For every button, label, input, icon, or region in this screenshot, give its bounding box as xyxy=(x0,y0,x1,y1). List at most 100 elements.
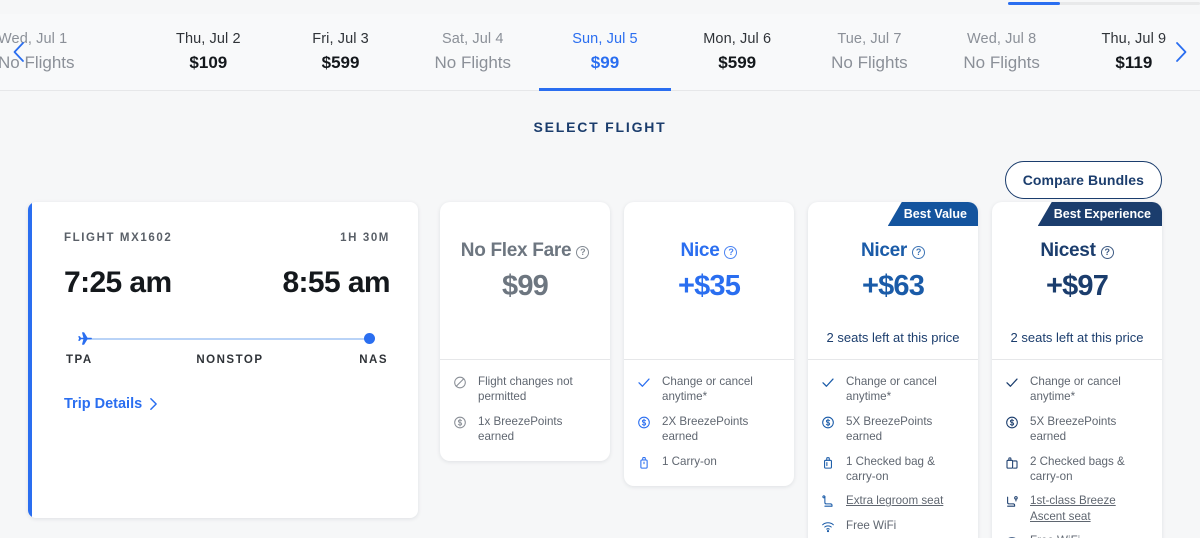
next-dates-button[interactable] xyxy=(1168,39,1194,65)
dollar-circle-icon xyxy=(636,415,653,430)
fare-feature: 5X BreezePoints earned xyxy=(1004,414,1150,445)
check-icon xyxy=(822,378,834,387)
date-option-0: Wed, Jul 1 No Flights xyxy=(0,14,142,90)
fare-feature: 1 Carry-on xyxy=(636,454,782,470)
fare-card-no-flex-fare[interactable]: No Flex Fare? $99 Flight changes not permi… xyxy=(440,202,610,461)
fare-feature-label: 2 Checked bags & carry-on xyxy=(1030,454,1125,484)
route-line xyxy=(86,338,368,340)
check-icon xyxy=(1004,375,1021,390)
fare-name-label: Nice xyxy=(680,240,720,261)
fare-feature-list: Change or cancel anytime* 5X BreezePoints… xyxy=(992,360,1162,538)
date-price: $99 xyxy=(590,53,620,72)
date-price: No Flights xyxy=(434,53,512,72)
fare-feature: 2 Checked bags & carry-on xyxy=(1004,454,1150,485)
fare-divider xyxy=(624,359,794,360)
fare-feature: 1 Checked bag & carry-on xyxy=(820,454,966,485)
info-icon[interactable]: ? xyxy=(912,245,926,259)
stops-label: NONSTOP xyxy=(196,354,264,366)
date-selector: Wed, Jul 1 No Flights Thu, Jul 2 $109 Fri, J… xyxy=(0,14,1200,91)
dollar-circle-icon xyxy=(638,416,650,429)
fare-divider xyxy=(440,359,610,360)
origin-code: TPA xyxy=(66,354,93,366)
wifi-icon xyxy=(822,522,834,533)
fare-feature-label: Change or cancel anytime* xyxy=(846,375,937,404)
date-label: Thu, Jul 2 xyxy=(175,31,241,47)
info-icon[interactable]: ? xyxy=(724,245,738,259)
trip-details-label: Trip Details xyxy=(64,396,143,412)
date-price: No Flights xyxy=(831,53,908,72)
date-option-2[interactable]: Fri, Jul 3 $599 xyxy=(274,14,406,90)
dollar-circle-icon xyxy=(822,416,834,429)
dollar-circle-icon xyxy=(452,415,469,430)
date-option-5[interactable]: Mon, Jul 6 $599 xyxy=(671,14,803,90)
date-price: $109 xyxy=(189,53,228,72)
date-price: No Flights xyxy=(0,53,75,72)
fare-feature-label: 1x BreezePoints earned xyxy=(478,414,563,444)
flight-card[interactable]: FLIGHT MX1602 1H 30M 7:25 am 8:55 am TPA… xyxy=(28,202,418,518)
fare-feature: 2X BreezePoints earned xyxy=(636,414,782,445)
dollar-circle-icon xyxy=(454,416,466,429)
fare-feature[interactable]: Extra legroom seat xyxy=(820,493,966,509)
previous-dates-button[interactable] xyxy=(6,39,32,65)
checked-bag-icon xyxy=(824,456,832,469)
seats-left-label: 2 seats left at this price xyxy=(826,330,960,345)
check-icon xyxy=(1006,378,1018,387)
fare-name-label: No Flex Fare xyxy=(460,240,572,261)
fare-divider xyxy=(808,359,978,360)
fare-feature-label: 5X BreezePoints earned xyxy=(1030,414,1117,444)
date-option-8[interactable]: Thu, Jul 9 $119 xyxy=(1068,14,1200,90)
fare-feature-label: 5X BreezePoints earned xyxy=(846,414,933,444)
fare-feature-label[interactable]: Extra legroom seat xyxy=(846,494,944,508)
carry-on-bag-icon xyxy=(640,456,648,469)
date-label: Sat, Jul 4 xyxy=(442,31,504,47)
airplane-icon xyxy=(77,330,94,352)
fare-price: +$97 xyxy=(1045,270,1109,302)
date-option-7: Wed, Jul 8 No Flights xyxy=(936,14,1068,90)
legroom-seat-icon xyxy=(820,494,837,509)
fare-feature-label: Free WiFi xyxy=(846,519,897,533)
compare-bundles-button[interactable]: Compare Bundles xyxy=(1004,161,1162,199)
date-price: $599 xyxy=(321,53,360,72)
fare-feature-label: Change or cancel anytime* xyxy=(662,375,753,404)
fare-feature: Change or cancel anytime* xyxy=(1004,374,1150,405)
chevron-left-icon xyxy=(13,42,24,62)
fare-feature-label: 2X BreezePoints earned xyxy=(662,414,749,444)
info-icon[interactable]: ? xyxy=(576,245,590,259)
fare-feature-label[interactable]: 1st-class Breeze Ascent seat xyxy=(1030,494,1116,523)
trip-details-link[interactable]: Trip Details xyxy=(64,396,158,412)
fare-feature: Free WiFi xyxy=(820,518,966,534)
check-icon xyxy=(820,375,837,390)
flight-number: FLIGHT MX1602 xyxy=(64,232,173,244)
no-entry-icon xyxy=(454,376,466,389)
date-option-4[interactable]: Sun, Jul 5 $99 xyxy=(538,14,672,91)
wifi-icon xyxy=(1009,537,1015,538)
fare-feature-label: Change or cancel anytime* xyxy=(1030,375,1121,404)
date-label: Sun, Jul 5 xyxy=(572,31,638,47)
legroom-seat-icon xyxy=(822,495,833,508)
fare-card-nice[interactable]: Nice? +$35 Change or cancel anytime* 2X Bre… xyxy=(624,202,794,486)
date-option-3: Sat, Jul 4 No Flights xyxy=(407,14,539,90)
date-label: Mon, Jul 6 xyxy=(703,31,772,47)
date-option-1[interactable]: Thu, Jul 2 $109 xyxy=(142,14,274,90)
booking-progress-fill xyxy=(1008,2,1060,5)
fare-card-nicest[interactable]: Best Experience Nicest? +$97 2 seats left a… xyxy=(992,202,1162,538)
info-icon[interactable]: ? xyxy=(1100,245,1114,259)
fare-feature: Change or cancel anytime* xyxy=(820,374,966,405)
fare-price: +$35 xyxy=(677,270,741,302)
date-label: Fri, Jul 3 xyxy=(312,31,369,47)
fare-card-nicer[interactable]: Best Value Nicer? +$63 2 seats left at this… xyxy=(808,202,978,538)
date-option-6: Tue, Jul 7 No Flights xyxy=(803,14,935,90)
first-class-seat-icon xyxy=(1004,494,1021,509)
fare-divider xyxy=(992,359,1162,360)
fare-feature: 5X BreezePoints earned xyxy=(820,414,966,445)
fare-feature: Flight changes not permitted xyxy=(452,374,598,405)
fare-name: Nicest? xyxy=(1040,240,1114,262)
fare-feature[interactable]: 1st-class Breeze Ascent seat xyxy=(1004,493,1150,524)
fare-feature: Change or cancel anytime* xyxy=(636,374,782,405)
fare-feature-list: Flight changes not permitted 1x BreezePoi… xyxy=(440,360,610,461)
fare-feature-list: Change or cancel anytime* 5X BreezePoints… xyxy=(808,360,978,538)
route-diagram xyxy=(64,332,390,346)
dollar-circle-icon xyxy=(1004,415,1021,430)
fare-feature-label: 1 Carry-on xyxy=(662,454,717,468)
wifi-icon xyxy=(820,519,837,534)
